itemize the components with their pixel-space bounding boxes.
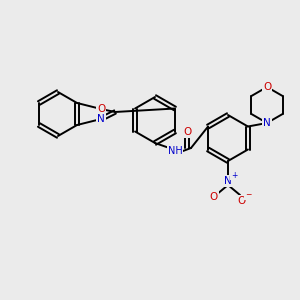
Text: O: O — [183, 127, 191, 137]
Text: N: N — [97, 114, 105, 124]
Text: N: N — [224, 176, 232, 186]
Text: −: − — [245, 190, 251, 200]
Text: O: O — [97, 104, 105, 114]
Text: +: + — [231, 170, 237, 179]
Text: O: O — [263, 82, 271, 92]
Text: N: N — [263, 118, 271, 128]
Text: NH: NH — [168, 146, 182, 156]
Text: O: O — [210, 192, 218, 202]
Text: O: O — [238, 196, 246, 206]
